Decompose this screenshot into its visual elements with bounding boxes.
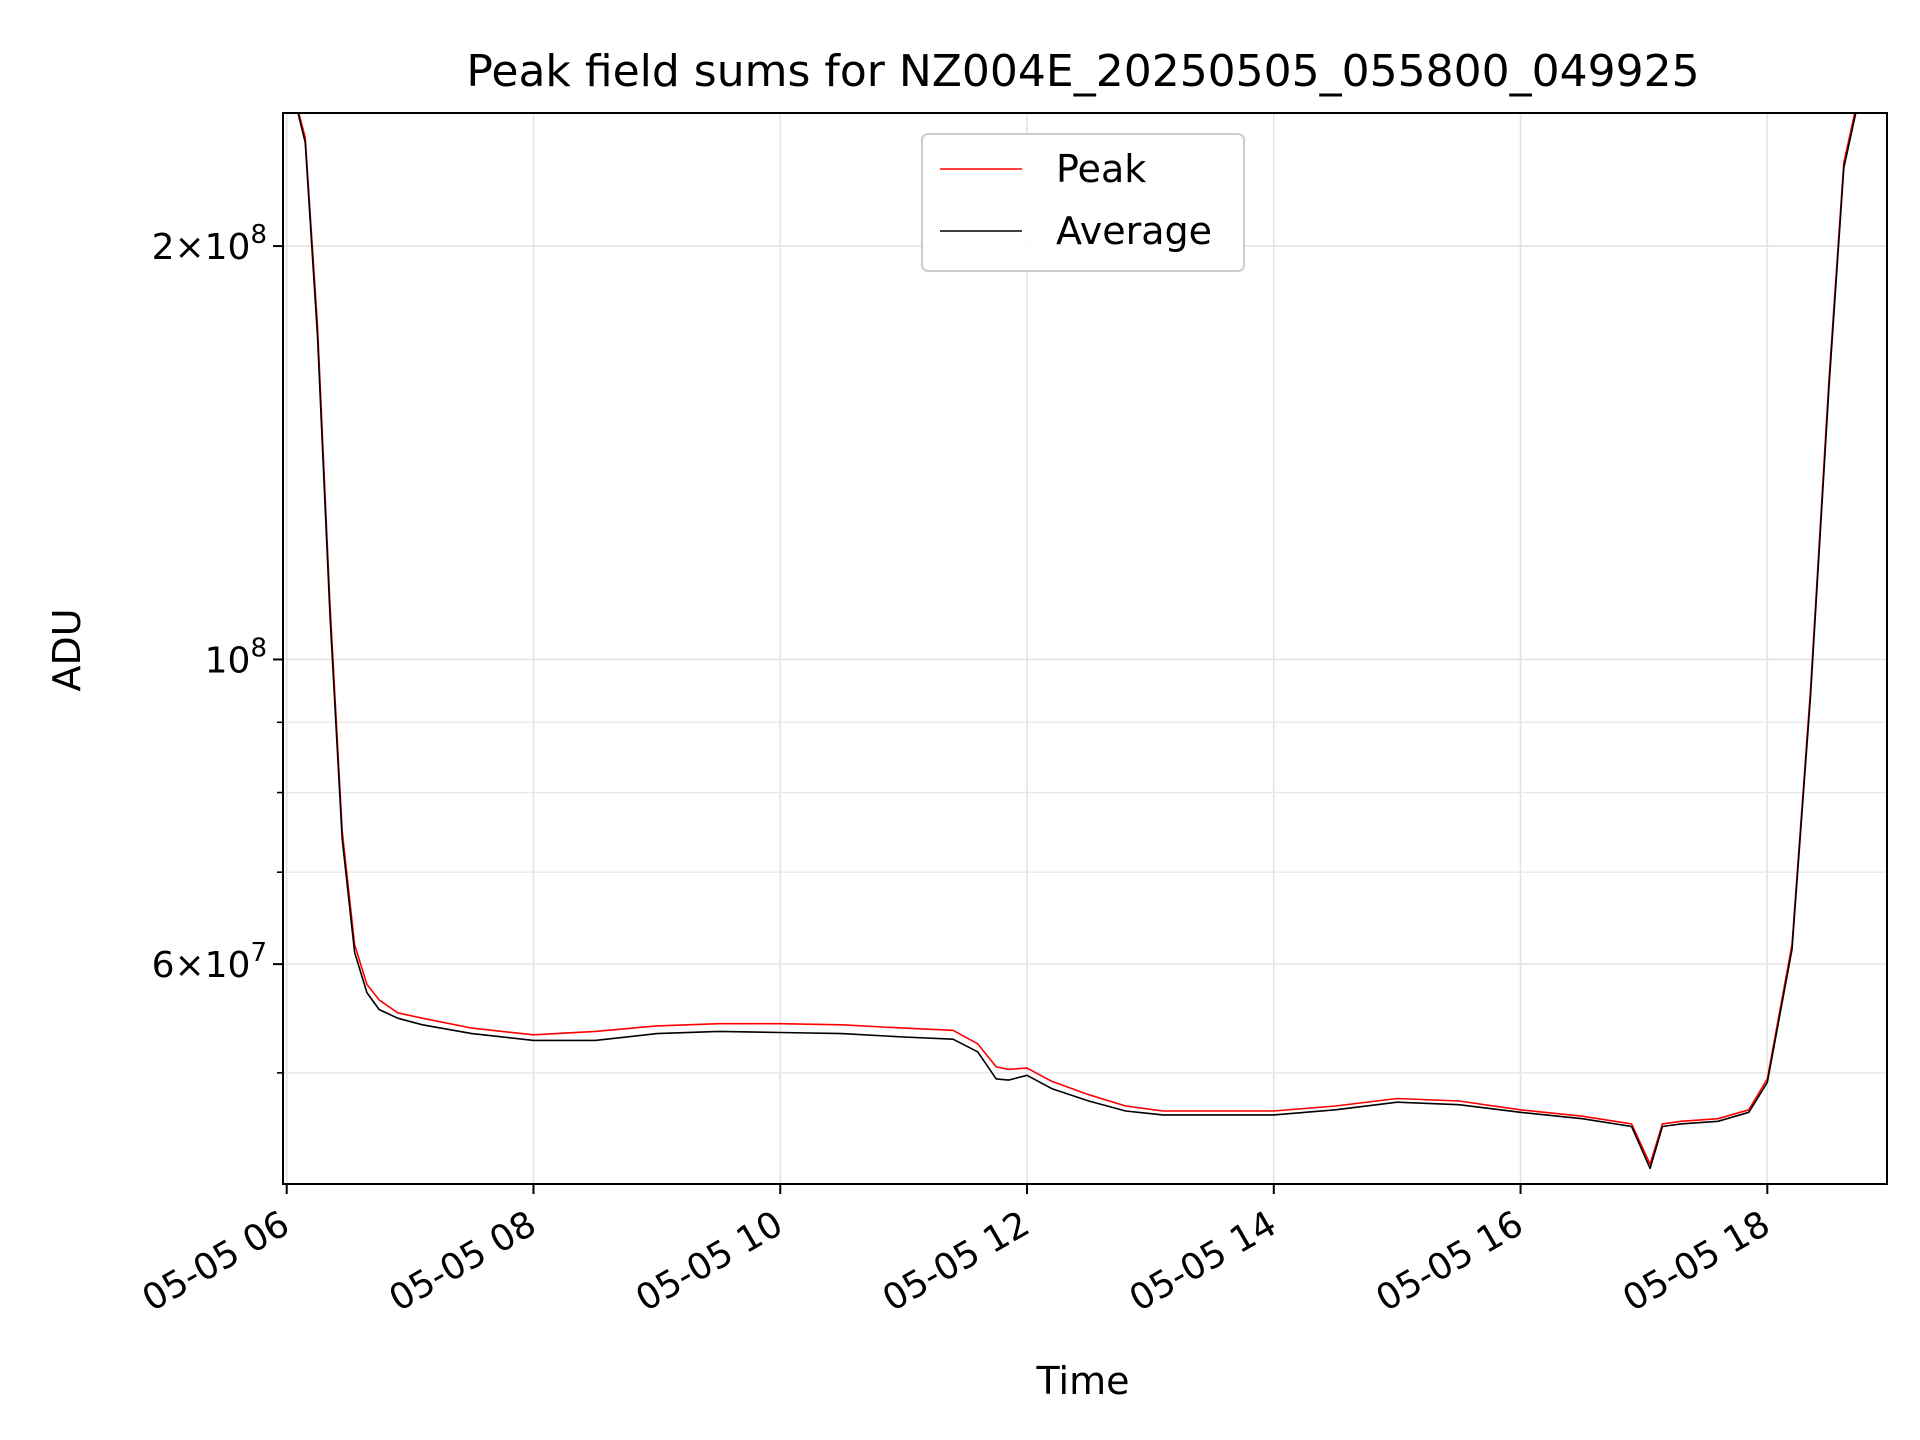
grid xyxy=(283,113,1887,1184)
series-layer xyxy=(297,113,1857,1170)
plot-area-frame xyxy=(282,112,1888,1185)
legend-label-average: Average xyxy=(1056,209,1212,253)
legend-label-peak: Peak xyxy=(1056,147,1146,191)
y-tick-label: 108 xyxy=(205,633,267,681)
series-line-peak xyxy=(297,113,1856,1165)
chart-title: Peak field sums for NZ004E_20250505_0558… xyxy=(466,46,1699,97)
y-axis: 2×108 108 6×107 xyxy=(152,220,283,1074)
y-tick-label: 6×107 xyxy=(152,938,267,986)
legend: Peak Average xyxy=(921,133,1245,272)
series-line-average xyxy=(297,113,1857,1170)
y-axis-title: ADU xyxy=(45,608,89,691)
x-axis-title: Time xyxy=(1036,1359,1130,1403)
y-tick-label: 2×108 xyxy=(152,220,267,268)
